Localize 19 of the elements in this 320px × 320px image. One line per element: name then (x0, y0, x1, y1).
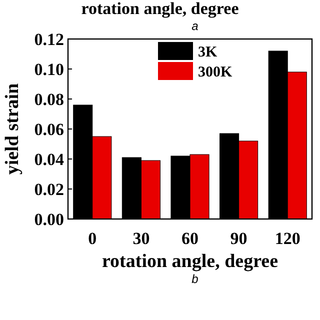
y-axis-title: yield strain (2, 82, 23, 175)
x-axis-title: rotation angle, degree (102, 251, 278, 272)
y-tick-label: 0.02 (34, 180, 64, 199)
legend-label: 3K (198, 44, 218, 60)
text: a (192, 19, 199, 33)
legend-label: 300K (198, 64, 232, 80)
text: b (192, 272, 199, 286)
y-tick-label: 0.10 (34, 60, 64, 79)
text: rotation angle, degree (81, 0, 240, 18)
x-tick-label: 60 (182, 229, 198, 248)
x-tick-label: 0 (88, 229, 97, 248)
x-tick-label: 30 (132, 229, 150, 248)
x-tick-label: 90 (230, 229, 248, 248)
y-tick-label: 0.00 (34, 210, 64, 229)
y-tick-label: 0.06 (34, 120, 64, 139)
x-tick-label: 120 (274, 229, 300, 248)
y-tick-label: 0.04 (34, 150, 64, 169)
y-tick-label: 0.12 (34, 30, 64, 49)
y-tick-label: 0.08 (34, 90, 64, 109)
